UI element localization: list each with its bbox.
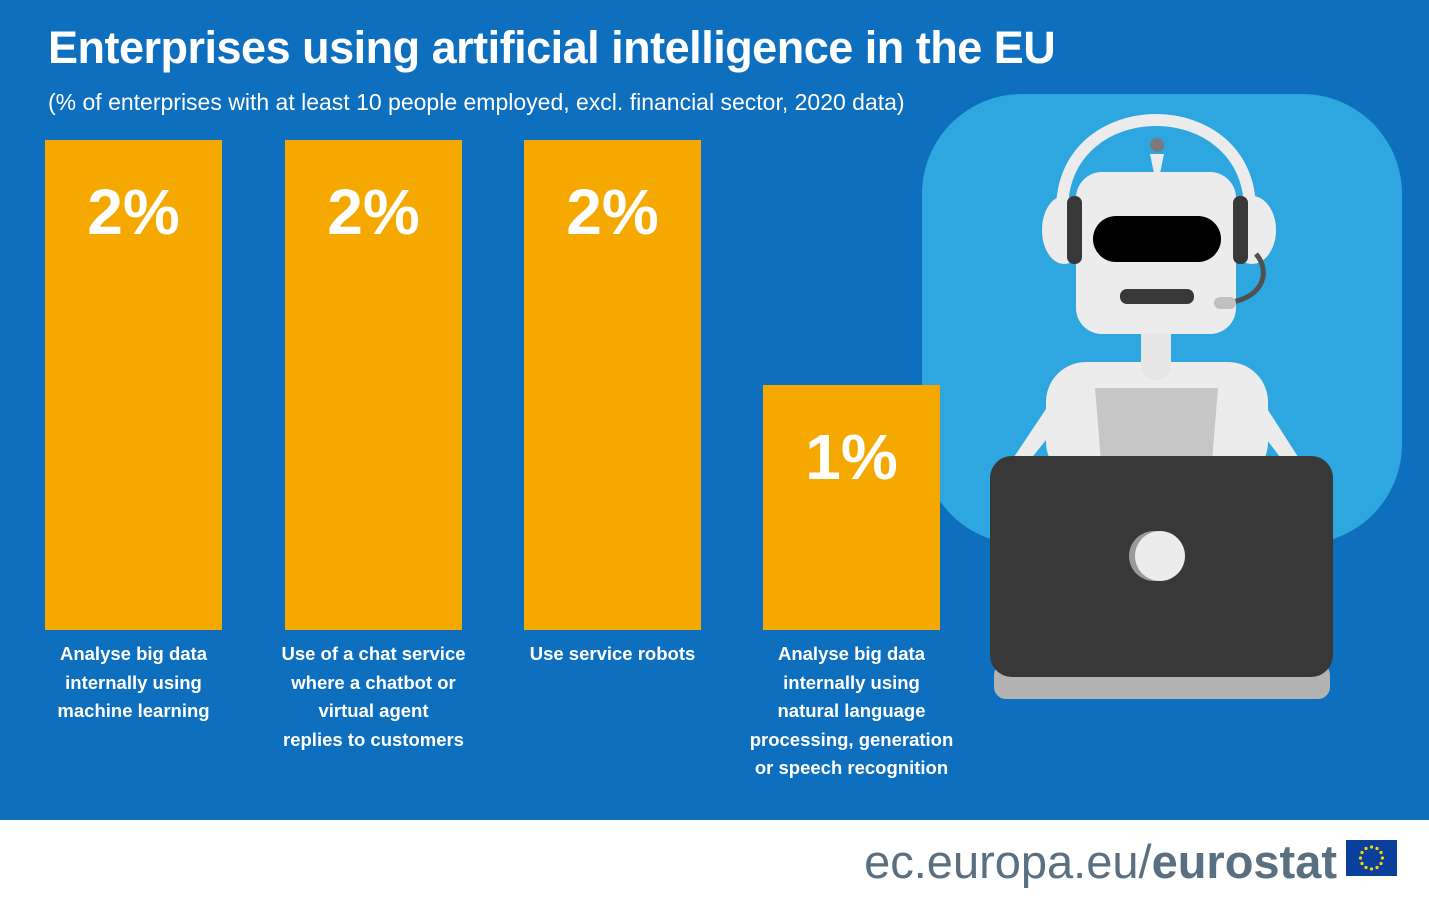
robot-chest bbox=[1095, 388, 1218, 462]
antenna-tip bbox=[1150, 138, 1164, 152]
flag-star-icon bbox=[1364, 846, 1368, 851]
flag-star-icon bbox=[1379, 861, 1383, 866]
category-label-3: Use service robots bbox=[508, 640, 718, 669]
category-label-line: virtual agent bbox=[318, 700, 429, 721]
flag-star-icon bbox=[1369, 867, 1374, 871]
category-label-line: where a chatbot or bbox=[291, 671, 456, 693]
category-label-line: Use of a chat service bbox=[281, 643, 466, 664]
flag-star-icon bbox=[1360, 850, 1364, 855]
bar-2 bbox=[285, 140, 462, 630]
flag-star-icon bbox=[1358, 856, 1363, 860]
flag-star-icon bbox=[1379, 850, 1383, 855]
bar-value-label-1: 2% bbox=[87, 176, 180, 248]
category-label-4: Analyse big data internally using natural … bbox=[747, 640, 957, 783]
bar-value-label-4: 1% bbox=[805, 421, 898, 493]
flag-star-icon bbox=[1360, 861, 1364, 866]
flag-star-icon bbox=[1380, 856, 1385, 860]
robot-left-arm bbox=[1012, 385, 1070, 470]
category-label-line: internally using bbox=[783, 671, 920, 693]
bar-value-label-3: 2% bbox=[566, 176, 659, 248]
microphone-icon bbox=[1214, 297, 1236, 309]
category-label-line: natural language bbox=[777, 700, 926, 721]
footer-domain: ec.europa.eu/ bbox=[864, 835, 1152, 888]
bar-4 bbox=[763, 385, 940, 630]
bar-chart: 2% 2% 2% 1% bbox=[45, 140, 940, 630]
robot-antenna bbox=[1150, 154, 1164, 178]
flag-star-icon bbox=[1364, 865, 1368, 870]
category-label-line: Analyse big data bbox=[59, 643, 207, 664]
robot-visor bbox=[1093, 216, 1221, 262]
flag-star-icon bbox=[1375, 846, 1379, 851]
category-label-line: machine learning bbox=[57, 700, 210, 721]
category-label-line: Analyse big data bbox=[777, 643, 925, 664]
category-label-line: replies to customers bbox=[283, 728, 464, 750]
eurostat-brand: eurostat bbox=[1151, 835, 1337, 888]
category-label-line: or speech recognition bbox=[754, 757, 949, 778]
bar-1 bbox=[45, 140, 222, 630]
left-ear-strip bbox=[1067, 196, 1082, 264]
headphone-band bbox=[1056, 114, 1256, 211]
footer-link[interactable]: ec.europa.eu/eurostat bbox=[864, 832, 1337, 892]
bar-3 bbox=[524, 140, 701, 630]
laptop-logo-icon bbox=[1135, 531, 1185, 581]
robot-mouth bbox=[1120, 289, 1194, 304]
flag-star-icon bbox=[1375, 865, 1379, 870]
page-subtitle: (% of enterprises with at least 10 peopl… bbox=[48, 89, 905, 115]
category-label-line: Use service robots bbox=[529, 643, 696, 664]
microphone-arm bbox=[1231, 252, 1266, 305]
flag-star-icon bbox=[1369, 845, 1374, 849]
robot-right-arm bbox=[1244, 385, 1300, 470]
category-label-line: processing, generation bbox=[749, 728, 954, 750]
bars-layer: 2% 2% 2% 1% bbox=[45, 140, 940, 630]
robot-with-laptop-icon bbox=[922, 94, 1402, 699]
category-label-2: Use of a chat service where a chatbot or v… bbox=[269, 640, 479, 754]
bar-value-label-2: 2% bbox=[327, 176, 420, 248]
eu-flag-icon bbox=[1346, 840, 1397, 876]
page-title: Enterprises using artificial intelligenc… bbox=[48, 22, 1056, 73]
right-ear-strip bbox=[1233, 196, 1248, 264]
category-label-line: internally using bbox=[65, 671, 202, 693]
category-label-1: Analyse big data internally using machine … bbox=[29, 640, 239, 726]
